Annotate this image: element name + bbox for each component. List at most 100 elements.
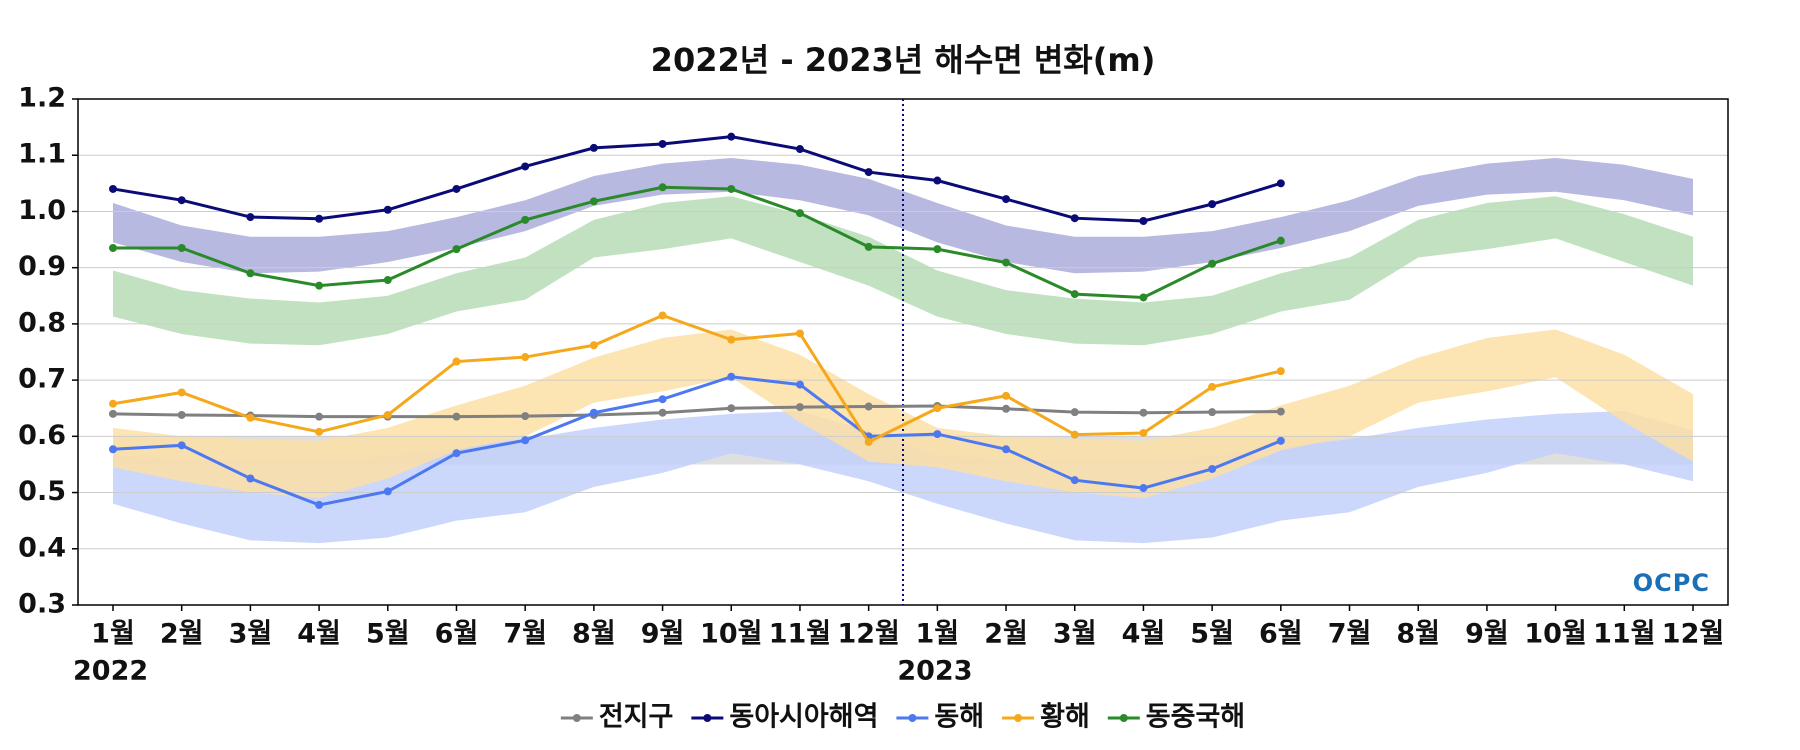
x-tick-label: 3월 <box>1053 619 1097 650</box>
series-point <box>1276 236 1285 245</box>
series-point <box>727 132 736 141</box>
x-tick-label: 1월 <box>91 619 135 650</box>
x-tick-label: 7월 <box>503 619 547 650</box>
x-tick-label: 5월 <box>366 619 410 650</box>
series-line <box>112 313 1282 444</box>
series-point <box>246 213 255 222</box>
series-point <box>589 408 598 417</box>
series-point <box>589 341 598 350</box>
series-point <box>864 168 873 177</box>
series-point <box>1276 367 1285 376</box>
series-point <box>109 399 117 408</box>
y-tick-label: 1.2 <box>18 83 66 114</box>
series-point <box>452 449 461 458</box>
legend-label: 동해 <box>934 702 984 733</box>
series-point <box>933 404 942 413</box>
series-point <box>589 143 598 152</box>
x-tick-label: 11월 <box>769 619 831 650</box>
series-point <box>315 281 324 290</box>
series-point <box>658 139 667 148</box>
legend-label: 동중국해 <box>1146 702 1245 733</box>
legend-marker <box>1014 714 1023 722</box>
x-tick-label: 10월 <box>1524 619 1586 650</box>
series-point <box>521 162 530 171</box>
series-point <box>658 408 667 417</box>
x-tick-label: 3월 <box>229 619 273 650</box>
series-point <box>864 437 873 446</box>
x-tick-label: 12월 <box>837 619 899 650</box>
series-point <box>1139 217 1148 226</box>
x-tick-label: 6월 <box>435 619 479 650</box>
series-point <box>727 184 736 193</box>
series-point <box>1070 408 1079 417</box>
y-tick-label: 1.1 <box>18 139 66 170</box>
series-line <box>113 185 1282 299</box>
series-point <box>452 184 461 193</box>
series-line <box>112 404 1281 419</box>
series-point <box>246 269 255 278</box>
series-point <box>177 388 186 397</box>
legend-marker <box>1119 714 1128 722</box>
series-point <box>1276 436 1285 445</box>
series-point <box>177 441 186 450</box>
series-point <box>109 184 117 193</box>
x-tick-label: 12월 <box>1662 619 1724 650</box>
series-point <box>383 276 392 285</box>
series-point <box>1002 445 1011 454</box>
series-point <box>1002 258 1011 267</box>
series-point <box>109 243 117 252</box>
series-point <box>1070 214 1079 223</box>
series-point <box>452 357 461 366</box>
y-tick-label: 0.9 <box>18 251 66 282</box>
series-point <box>933 430 942 439</box>
series-point <box>727 372 736 381</box>
series-point <box>1070 290 1079 299</box>
series-point <box>383 487 392 496</box>
legend-marker <box>908 714 917 722</box>
series-point <box>795 329 804 338</box>
x-group-label: 2023 <box>897 656 972 687</box>
x-tick-label: 4월 <box>1122 619 1166 650</box>
x-tick-label: 8월 <box>1396 619 1440 650</box>
series-point <box>1070 476 1079 485</box>
series-point <box>1139 293 1148 302</box>
series-point <box>933 176 942 185</box>
series-point <box>177 196 186 205</box>
y-tick-label: 0.8 <box>18 307 66 338</box>
series-point <box>1276 407 1285 416</box>
logo: OCPC <box>1633 569 1710 597</box>
series-point <box>177 410 186 419</box>
series-line <box>112 375 1282 507</box>
band <box>113 329 1693 499</box>
x-tick-label: 8월 <box>572 619 616 650</box>
legend-label: 전지구 <box>599 702 674 733</box>
series-point <box>795 380 804 389</box>
legend-marker <box>703 714 712 722</box>
series-point <box>521 436 530 445</box>
series-point <box>383 205 392 214</box>
y-tick-label: 0.6 <box>18 420 66 451</box>
series-point <box>1002 195 1011 204</box>
series-point <box>1208 200 1217 209</box>
x-tick-label: 10월 <box>700 619 762 650</box>
chart-title: 2022년 - 2023년 해수면 변화(m) <box>651 41 1156 79</box>
series-point <box>1139 484 1148 493</box>
series-point <box>795 403 804 412</box>
series-point <box>1208 259 1217 268</box>
series-point <box>795 145 804 154</box>
series-point <box>246 474 255 483</box>
series-point <box>315 214 324 223</box>
x-tick-label: 2월 <box>984 619 1028 650</box>
series-point <box>864 242 873 251</box>
series-point <box>521 353 530 362</box>
series-point <box>658 183 667 192</box>
y-tick-label: 1.0 <box>18 195 66 226</box>
legend-marker <box>572 714 581 722</box>
series-point <box>795 209 804 218</box>
x-tick-label: 5월 <box>1190 619 1234 650</box>
series-point <box>727 404 736 413</box>
series-point <box>1002 404 1011 413</box>
legend-label: 황해 <box>1040 702 1090 733</box>
series-point <box>521 412 530 421</box>
